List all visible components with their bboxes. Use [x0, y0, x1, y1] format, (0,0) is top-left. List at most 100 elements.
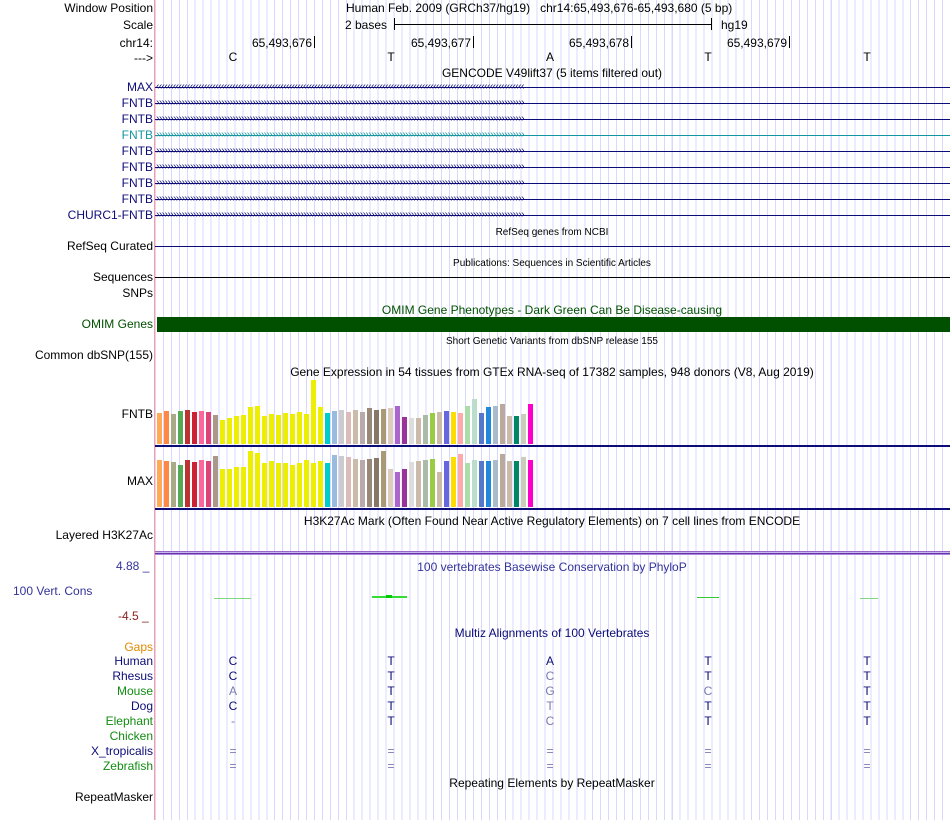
repeatmasker-label[interactable]: RepeatMasker: [74, 790, 153, 804]
gtex-tissue-bar[interactable]: [290, 465, 295, 507]
gencode-item-label[interactable]: FNTB: [121, 160, 153, 174]
gtex-tissue-bar[interactable]: [276, 463, 281, 507]
gtex-tissue-bar[interactable]: [416, 418, 421, 444]
h3k27ac-label[interactable]: Layered H3K27Ac: [55, 528, 153, 542]
gtex-tissue-bar[interactable]: [493, 460, 498, 507]
gtex-tissue-bar[interactable]: [199, 460, 204, 507]
gtex-tissue-bar[interactable]: [227, 469, 232, 507]
gtex-tissue-bar[interactable]: [220, 469, 225, 507]
gtex-tissue-bar[interactable]: [381, 451, 386, 507]
gtex-tissue-bar[interactable]: [311, 463, 316, 507]
gtex-tissue-bar[interactable]: [311, 380, 316, 444]
gtex-tissue-bar[interactable]: [493, 406, 498, 444]
gtex-tissue-bar[interactable]: [500, 404, 505, 444]
gtex-tissue-bar[interactable]: [220, 420, 225, 444]
gtex-tissue-bar[interactable]: [269, 461, 274, 507]
gtex-tissue-bar[interactable]: [374, 410, 379, 444]
gtex-tissue-bar[interactable]: [248, 407, 253, 444]
gtex-tissue-bar[interactable]: [479, 461, 484, 507]
gtex-tissue-bar[interactable]: [409, 418, 414, 444]
gtex-tissue-bar[interactable]: [367, 459, 372, 507]
gtex-tissue-bar[interactable]: [157, 460, 162, 507]
gencode-item-label[interactable]: FNTB: [121, 112, 153, 126]
gencode-transcript[interactable]: ››››››››››››››››››››››››››››››››››››››››…: [155, 192, 950, 206]
gtex-tissue-bar[interactable]: [192, 412, 197, 444]
refseq-label[interactable]: RefSeq Curated: [66, 239, 153, 253]
omim-label[interactable]: OMIM Genes: [81, 317, 153, 331]
gtex-tissue-bar[interactable]: [185, 410, 190, 444]
gtex-tissue-bar[interactable]: [458, 454, 463, 507]
publications-label[interactable]: Sequences: [92, 270, 153, 284]
gencode-item-label[interactable]: FNTB: [121, 192, 153, 206]
gtex-tissue-bar[interactable]: [325, 413, 330, 444]
gtex-tissue-bar[interactable]: [514, 416, 519, 444]
gtex-fntb-bars[interactable]: [155, 380, 950, 444]
gtex-tissue-bar[interactable]: [178, 465, 183, 507]
gtex-tissue-bar[interactable]: [213, 415, 218, 444]
gtex-tissue-bar[interactable]: [486, 407, 491, 444]
refseq-gene-line[interactable]: [155, 246, 950, 247]
gtex-label-max[interactable]: MAX: [126, 474, 153, 488]
gtex-tissue-bar[interactable]: [164, 411, 169, 444]
h3k27ac-signal[interactable]: [155, 551, 950, 555]
gtex-tissue-bar[interactable]: [213, 456, 218, 507]
gtex-tissue-bar[interactable]: [339, 456, 344, 507]
gencode-item-label[interactable]: FNTB: [121, 96, 153, 110]
snps-label[interactable]: SNPs: [122, 286, 153, 300]
gtex-tissue-bar[interactable]: [430, 413, 435, 444]
gtex-tissue-bar[interactable]: [402, 417, 407, 444]
gencode-transcript[interactable]: ››››››››››››››››››››››››››››››››››››››››…: [155, 128, 950, 142]
publications-line[interactable]: [155, 277, 950, 278]
gtex-tissue-bar[interactable]: [479, 413, 484, 444]
gtex-tissue-bar[interactable]: [521, 414, 526, 444]
gtex-tissue-bar[interactable]: [318, 407, 323, 444]
gtex-tissue-bar[interactable]: [465, 406, 470, 444]
gtex-tissue-bar[interactable]: [451, 457, 456, 507]
gtex-tissue-bar[interactable]: [451, 412, 456, 444]
gtex-tissue-bar[interactable]: [416, 461, 421, 507]
gtex-tissue-bar[interactable]: [227, 418, 232, 444]
gencode-transcript[interactable]: ››››››››››››››››››››››››››››››››››››››››…: [155, 208, 950, 222]
gtex-tissue-bar[interactable]: [339, 410, 344, 444]
species-label[interactable]: Mouse: [116, 684, 153, 698]
gtex-tissue-bar[interactable]: [297, 463, 302, 507]
gtex-tissue-bar[interactable]: [325, 463, 330, 507]
gtex-tissue-bar[interactable]: [388, 469, 393, 507]
gtex-tissue-bar[interactable]: [241, 467, 246, 507]
gtex-tissue-bar[interactable]: [353, 459, 358, 507]
gtex-tissue-bar[interactable]: [248, 451, 253, 507]
gencode-item-label[interactable]: FNTB: [121, 176, 153, 190]
species-label[interactable]: Elephant: [105, 714, 153, 728]
multiz-gaps-label[interactable]: Gaps: [124, 640, 153, 654]
gtex-tissue-bar[interactable]: [297, 412, 302, 444]
gtex-tissue-bar[interactable]: [465, 463, 470, 507]
gtex-tissue-bar[interactable]: [283, 463, 288, 507]
gtex-tissue-bar[interactable]: [374, 458, 379, 507]
gtex-max-bars[interactable]: [155, 448, 950, 507]
phylop-label[interactable]: 100 Vert. Cons: [13, 584, 93, 598]
species-label[interactable]: Dog: [130, 699, 153, 713]
gencode-transcript[interactable]: ››››››››››››››››››››››››››››››››››››››››…: [155, 112, 950, 126]
gtex-tissue-bar[interactable]: [262, 416, 267, 444]
window-position-value[interactable]: Human Feb. 2009 (GRCh37/hg19) chr14:65,4…: [346, 1, 733, 15]
gtex-tissue-bar[interactable]: [395, 406, 400, 444]
gtex-tissue-bar[interactable]: [472, 460, 477, 507]
gtex-tissue-bar[interactable]: [353, 410, 358, 444]
gtex-tissue-bar[interactable]: [276, 415, 281, 444]
gencode-track-title[interactable]: GENCODE V49lift37 (5 items filtered out): [441, 66, 663, 80]
gtex-tissue-bar[interactable]: [388, 408, 393, 444]
species-label[interactable]: X_tropicalis: [90, 744, 153, 758]
gtex-tissue-bar[interactable]: [234, 416, 239, 444]
gtex-tissue-bar[interactable]: [430, 459, 435, 507]
gtex-tissue-bar[interactable]: [528, 460, 533, 507]
gtex-tissue-bar[interactable]: [367, 408, 372, 444]
gtex-tissue-bar[interactable]: [395, 472, 400, 507]
gtex-tissue-bar[interactable]: [437, 412, 442, 444]
gtex-tissue-bar[interactable]: [402, 469, 407, 507]
gencode-transcript[interactable]: ››››››››››››››››››››››››››››››››››››››››…: [155, 144, 950, 158]
species-label[interactable]: Chicken: [109, 729, 153, 743]
species-label[interactable]: Zebrafish: [102, 759, 153, 773]
gtex-tissue-bar[interactable]: [346, 412, 351, 444]
gencode-item-label[interactable]: FNTB: [121, 144, 153, 158]
gtex-tissue-bar[interactable]: [164, 461, 169, 507]
